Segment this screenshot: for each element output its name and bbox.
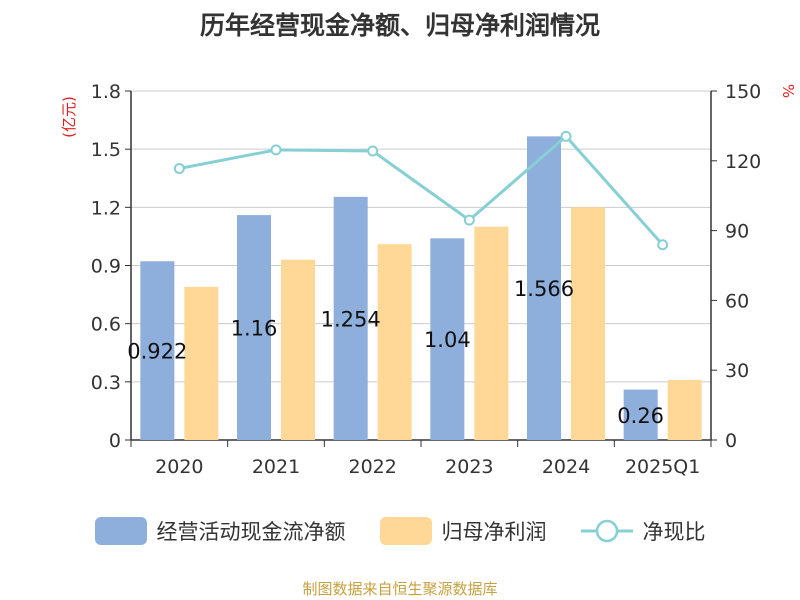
point-ratio — [270, 144, 282, 156]
legend-swatch-ratio — [580, 519, 633, 543]
data-label-cashflow: 0.922 — [127, 340, 187, 364]
point-ratio — [560, 130, 572, 142]
bar-cashflow — [430, 238, 465, 440]
right-axis-tick-label: 90 — [725, 221, 749, 243]
right-axis-tick-label: 60 — [725, 290, 749, 312]
source-note: 制图数据来自恒生聚源数据库 — [302, 580, 498, 598]
left-axis-tick-label: 1.2 — [91, 197, 121, 219]
bar-net-profit — [667, 379, 702, 440]
x-axis-tick-label: 2024 — [542, 456, 590, 478]
data-label-cashflow: 1.16 — [231, 317, 278, 341]
bar-cashflow — [527, 136, 561, 440]
legend-swatch-net-profit — [379, 517, 432, 545]
right-axis-tick-label: 120 — [725, 151, 761, 173]
bar-net-profit — [474, 226, 509, 440]
bar-net-profit — [377, 244, 412, 440]
data-label-cashflow: 1.254 — [321, 307, 381, 331]
x-axis-tick-label: 2023 — [445, 456, 493, 478]
x-axis-tick-label: 2021 — [252, 456, 300, 478]
data-label-cashflow: 1.566 — [514, 277, 574, 301]
legend-label-cashflow: 经营活动现金流净额 — [156, 520, 346, 544]
left-axis-tick-label: 0.6 — [91, 314, 121, 336]
legend: 经营活动现金流净额 归母净利润 净现比 — [0, 516, 800, 546]
bar-cashflow — [237, 215, 271, 440]
bar-net-profit — [571, 207, 605, 440]
right-axis-tick-label: 30 — [725, 360, 749, 382]
point-ratio — [173, 162, 185, 174]
left-axis-unit: (亿元) — [60, 96, 78, 138]
left-axis-tick-label: 1.8 — [91, 81, 121, 103]
legend-label-ratio: 净现比 — [642, 520, 706, 544]
left-axis-tick-label: 0.3 — [91, 372, 121, 394]
legend-marker-ratio — [595, 519, 618, 543]
left-axis-tick-label: 0.9 — [91, 256, 121, 278]
right-axis-tick-label: 0 — [725, 430, 737, 452]
left-axis-tick-label: 1.5 — [91, 139, 121, 161]
legend-item-ratio[interactable]: 净现比 — [580, 516, 706, 546]
bar-net-profit — [281, 259, 315, 440]
x-axis-tick-label: 2022 — [348, 456, 396, 478]
x-axis-tick-label: 2025Q1 — [625, 456, 700, 478]
data-label-cashflow: 1.04 — [424, 328, 471, 352]
bar-net-profit — [184, 286, 219, 440]
bar-cashflow — [333, 196, 368, 440]
line-ratio — [179, 134, 664, 246]
chart-title: 历年经营现金净额、归母净利润情况 — [199, 11, 600, 40]
point-ratio — [657, 239, 669, 251]
legend-item-net-profit[interactable]: 归母净利润 — [379, 516, 547, 546]
right-axis-unit: % — [779, 84, 797, 98]
point-ratio — [463, 214, 475, 226]
left-axis-tick-label: 0 — [109, 430, 121, 452]
legend-label-net-profit: 归母净利润 — [441, 520, 547, 544]
right-axis-tick-label: 150 — [725, 81, 761, 103]
data-label-cashflow: 0.26 — [617, 404, 664, 428]
bar-cashflow — [623, 389, 658, 440]
bar-cashflow — [140, 261, 175, 440]
legend-item-cashflow[interactable]: 经营活动现金流净额 — [94, 516, 346, 546]
point-ratio — [367, 145, 379, 157]
legend-swatch-cashflow — [94, 517, 147, 545]
x-axis-tick-label: 2020 — [155, 456, 203, 478]
